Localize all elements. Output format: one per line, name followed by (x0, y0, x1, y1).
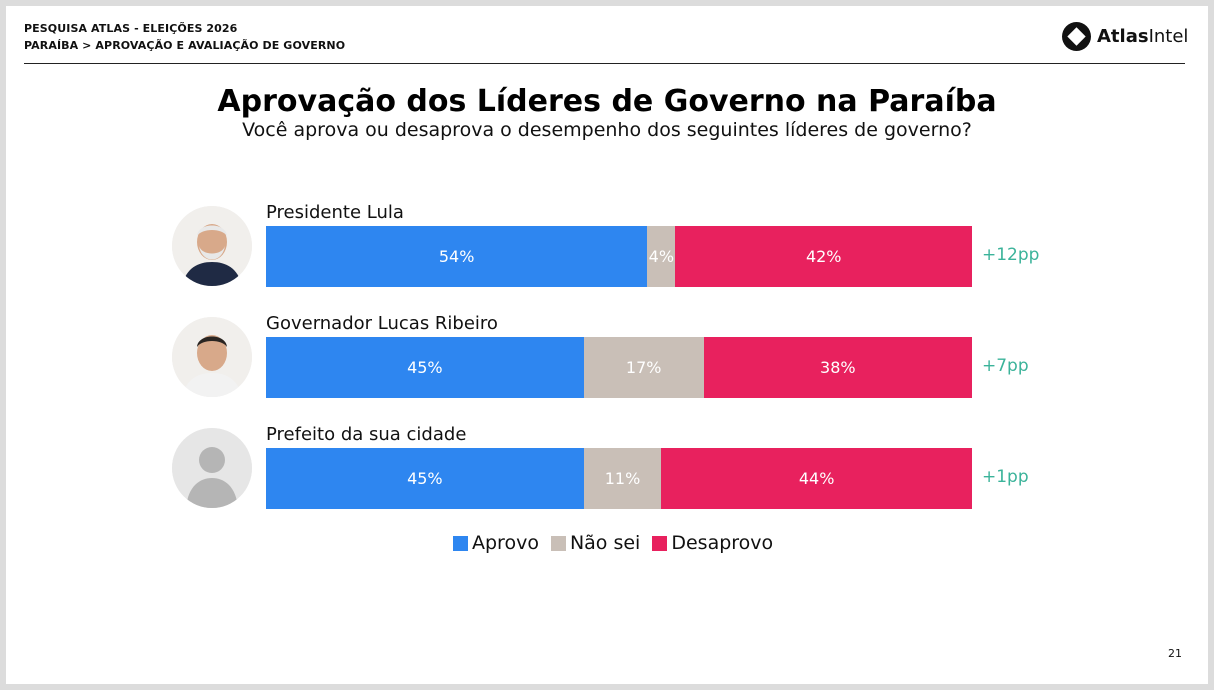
legend-item-aprovo: Aprovo (453, 532, 539, 554)
net-difference-label: +12pp (982, 245, 1040, 265)
chart-legend: Aprovo Não sei Desaprovo (453, 532, 773, 554)
person-photo-icon (172, 206, 252, 286)
bar-data-label: 38% (820, 358, 856, 377)
row-label: Presidente Lula (266, 202, 404, 223)
bar-data-label: 17% (625, 358, 662, 377)
stacked-bar: 45% 17% 38% (266, 337, 972, 398)
bar-data-label: 45% (407, 358, 443, 377)
bar-segment-n-o-sei: 17% (583, 337, 704, 398)
chart-subtitle: Você aprova ou desaprova o desempenho do… (242, 119, 972, 141)
bar-data-label: 54% (438, 247, 475, 266)
bar-segment-desaprovo: 42% (675, 226, 972, 287)
legend-label-aprovo: Aprovo (472, 532, 539, 554)
legend-swatch-nao-sei (550, 535, 566, 551)
legend-swatch-aprovo (453, 535, 468, 551)
row-label: Prefeito da sua cidade (266, 424, 467, 445)
stacked-bar: 45% 11% 44% (266, 448, 972, 509)
bar-data-label: 42% (805, 247, 842, 266)
slide: PESQUISA ATLAS - ELEIÇÕES 2026 PARAÍBA >… (6, 6, 1208, 684)
bar-segment-desaprovo: 44% (661, 448, 972, 509)
person-silhouette-icon (172, 428, 252, 508)
logo-text: AtlasIntel (1097, 26, 1189, 47)
legend-label-desaprovo: Desaprovo (671, 532, 774, 554)
net-difference-label: +1pp (982, 467, 1029, 487)
survey-header: PESQUISA ATLAS - ELEIÇÕES 2026 (24, 22, 238, 35)
stacked-bar: 54% 4% 42% (266, 226, 972, 287)
page-number: 21 (1168, 647, 1182, 660)
atlasintel-logo: AtlasIntel (1062, 22, 1188, 51)
bar-data-label: 4% (648, 247, 675, 266)
bar-segment-n-o-sei: 11% (583, 448, 662, 509)
bar-segment-aprovo: 45% (266, 337, 584, 398)
bar-data-label: 45% (407, 469, 443, 488)
row-label: Governador Lucas Ribeiro (266, 313, 498, 334)
legend-label-nao-sei: Não sei (569, 532, 641, 554)
section-breadcrumb: PARAÍBA > APROVAÇÃO E AVALIAÇÃO DE GOVER… (24, 39, 346, 52)
legend-swatch-desaprovo (652, 535, 668, 551)
net-difference-label: +7pp (982, 356, 1029, 376)
legend-item-nao-sei: Não sei (550, 532, 641, 554)
bar-data-label: 11% (604, 469, 641, 488)
bar-segment-n-o-sei: 4% (647, 226, 676, 287)
bar-segment-aprovo: 45% (266, 448, 584, 509)
bar-data-label: 44% (798, 469, 835, 488)
person-photo-icon (172, 317, 252, 397)
header-divider (24, 63, 1185, 64)
chart-title: Aprovação dos Líderes de Governo na Para… (217, 84, 997, 119)
atlas-logo-icon (1062, 22, 1091, 51)
bar-segment-desaprovo: 38% (703, 337, 972, 398)
bar-segment-aprovo: 54% (266, 226, 648, 287)
legend-item-desaprovo: Desaprovo (652, 532, 773, 554)
